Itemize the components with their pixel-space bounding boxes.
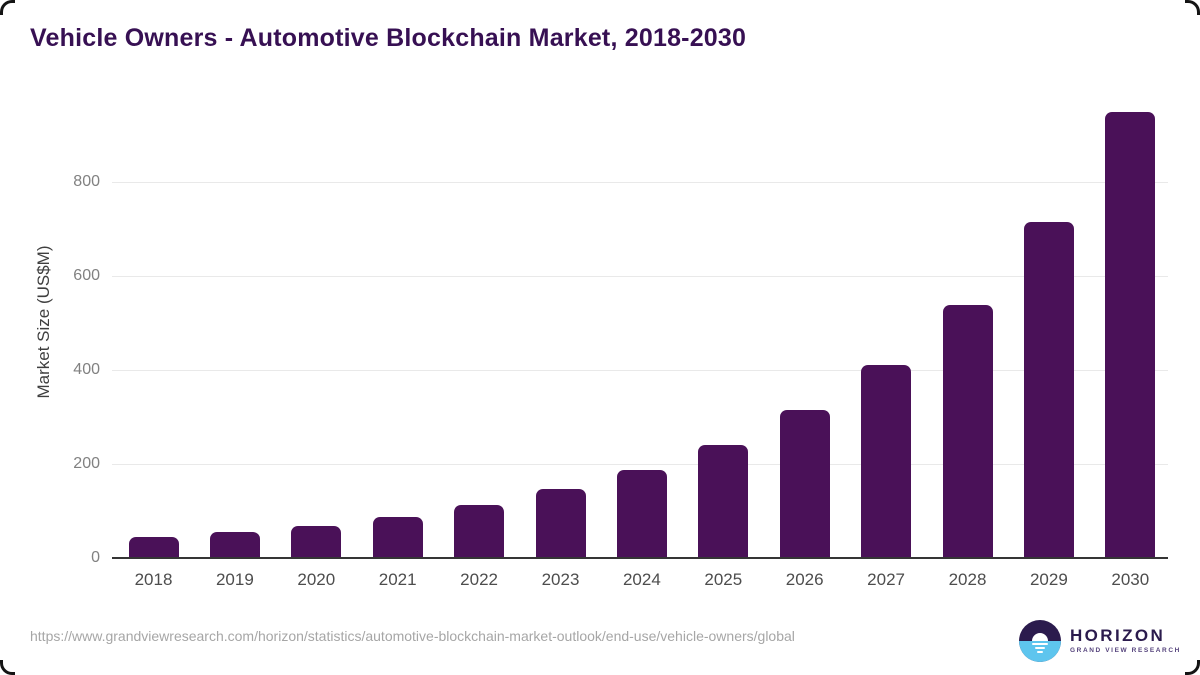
x-tick-label-2019: 2019 — [215, 570, 254, 589]
x-tick-label-2027: 2027 — [867, 570, 905, 589]
x-tick-label-2030: 2030 — [1111, 570, 1150, 589]
bar-2020 — [291, 526, 342, 558]
x-tick-label-2018: 2018 — [134, 570, 173, 589]
gridline-200 — [112, 464, 1168, 465]
y-tick-label-0: 0 — [91, 549, 100, 566]
bar-2019 — [209, 531, 260, 558]
bar-2022 — [454, 504, 505, 558]
gridline-400 — [112, 370, 1168, 371]
bar-2026 — [779, 409, 830, 558]
window-corner-artifact — [1185, 0, 1200, 15]
horizon-logo-icon — [1019, 620, 1061, 662]
logo-brand-text: HORIZON — [1070, 626, 1166, 645]
bar-2025 — [698, 444, 749, 558]
bar-2029 — [1023, 222, 1074, 558]
gridline-800 — [112, 182, 1168, 183]
bar-2021 — [372, 516, 423, 558]
y-tick-label-200: 200 — [73, 455, 100, 472]
window-corner-artifact — [0, 660, 15, 675]
logo-text: HORIZON GRAND VIEW RESEARCH — [1070, 627, 1181, 655]
x-tick-label-2020: 2020 — [297, 570, 336, 589]
logo-tagline-text: GRAND VIEW RESEARCH — [1070, 647, 1181, 654]
bar-2024 — [616, 470, 667, 558]
x-tick-label-2023: 2023 — [541, 570, 580, 589]
x-tick-label-2024: 2024 — [622, 570, 661, 589]
x-tick-label-2029: 2029 — [1029, 570, 1068, 589]
y-tick-label-800: 800 — [73, 173, 100, 190]
x-tick-label-2021: 2021 — [378, 570, 417, 589]
bar-2028 — [942, 305, 993, 558]
y-tick-label-600: 600 — [73, 267, 100, 284]
gridline-600 — [112, 276, 1168, 277]
chart-title: Vehicle Owners - Automotive Blockchain M… — [30, 24, 747, 52]
bar-2023 — [535, 489, 586, 558]
x-tick-label-2025: 2025 — [704, 570, 743, 589]
horizon-logo: HORIZON GRAND VIEW RESEARCH — [1019, 620, 1181, 662]
y-tick-label-400: 400 — [73, 361, 100, 378]
bar-2018 — [128, 536, 179, 558]
x-tick-label-2028: 2028 — [948, 570, 987, 589]
bar-2027 — [861, 365, 912, 558]
bar-2030 — [1105, 111, 1156, 558]
logo-water-shape — [1019, 641, 1061, 662]
x-tick-label-2022: 2022 — [460, 570, 498, 589]
window-corner-artifact — [0, 0, 15, 15]
x-axis-line — [112, 557, 1168, 559]
source-url: https://www.grandviewresearch.com/horizo… — [30, 628, 795, 644]
window-corner-artifact — [1185, 660, 1200, 675]
x-tick-label-2026: 2026 — [785, 570, 824, 589]
